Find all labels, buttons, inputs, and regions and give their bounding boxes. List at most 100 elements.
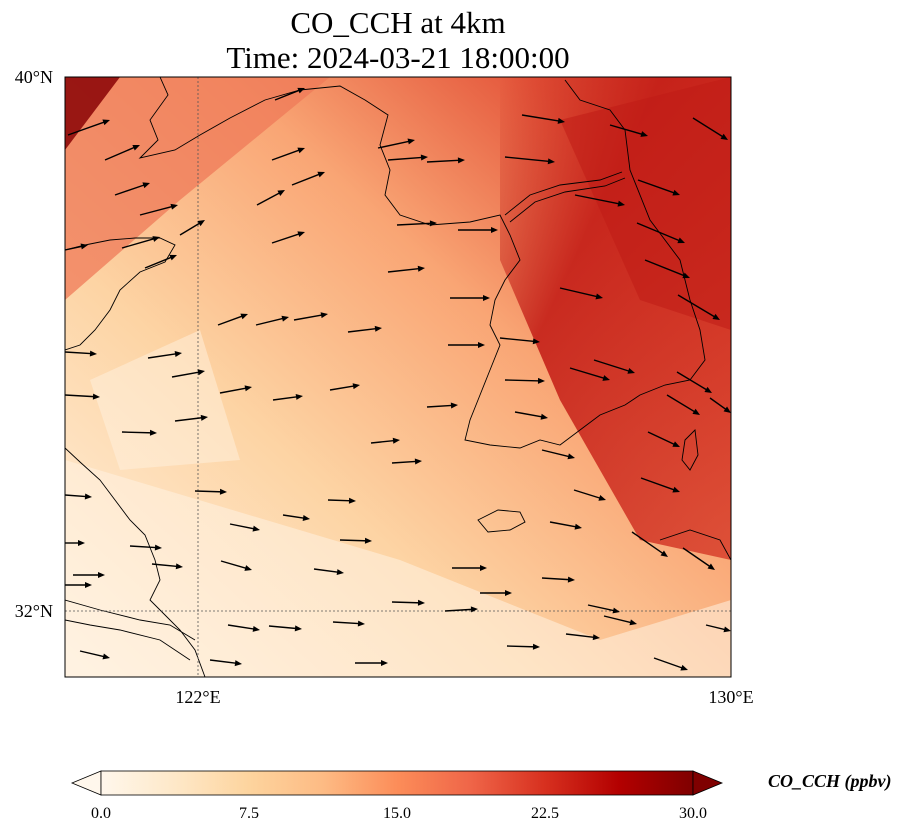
wind-vector-head xyxy=(720,133,728,140)
wind-vector-head xyxy=(592,634,600,641)
colorbar-tick-3: 22.5 xyxy=(531,805,559,822)
wind-vector-shaft xyxy=(653,657,685,670)
wind-vector-shaft xyxy=(574,194,622,205)
wind-vector-head xyxy=(491,227,498,233)
wind-vector-head xyxy=(617,200,625,207)
wind-vector-head xyxy=(170,203,178,210)
map-title-line-2: Time: 2024-03-21 18:00:00 xyxy=(226,40,570,75)
wind-vector-shaft xyxy=(593,359,632,373)
wind-vector-head xyxy=(244,565,252,571)
wind-vector-head xyxy=(89,350,97,357)
wind-vector-shaft xyxy=(174,416,204,422)
wind-vector-shaft xyxy=(121,237,157,249)
wind-vector-head xyxy=(302,515,310,521)
wind-vector-shaft xyxy=(64,245,85,251)
wind-vector-head xyxy=(357,620,365,627)
wind-vector-shaft xyxy=(104,146,137,161)
wind-vector-head xyxy=(240,313,248,320)
wind-vector-shaft xyxy=(227,624,256,631)
wind-vector-shaft xyxy=(147,352,178,359)
wind-vector-shaft xyxy=(271,148,302,161)
wind-vector-shaft xyxy=(692,117,725,139)
lon-label-130: 130°E xyxy=(708,687,754,707)
wind-vector-head xyxy=(677,237,685,244)
wind-vector-shaft xyxy=(506,645,536,648)
wind-vector-head xyxy=(84,493,92,500)
wind-vector-head xyxy=(595,293,603,300)
lon-label-122: 122°E xyxy=(175,687,221,707)
wind-vector-head xyxy=(244,385,252,392)
wind-vector-shaft xyxy=(637,179,677,195)
wind-vector-head xyxy=(149,429,157,436)
wind-vector-head xyxy=(417,265,425,272)
wind-vector-shaft xyxy=(268,625,298,630)
wind-vector-shaft xyxy=(129,545,158,549)
wind-vector-shaft xyxy=(291,172,322,186)
wind-vector-head xyxy=(682,272,690,279)
wind-vector-shaft xyxy=(220,560,249,570)
map-border xyxy=(64,76,732,678)
wind-vector-head xyxy=(200,414,208,421)
wind-vector-head xyxy=(567,453,575,460)
wind-vector-head xyxy=(234,660,242,667)
wind-vector-head xyxy=(197,369,205,376)
wind-vector-head xyxy=(602,375,610,381)
wind-vector-head xyxy=(537,377,545,384)
wind-vector-head xyxy=(704,386,712,393)
gridlines xyxy=(65,77,731,677)
wind-vector-shaft xyxy=(339,539,368,542)
wind-vector-shaft xyxy=(391,601,421,604)
wind-vector-head xyxy=(532,338,540,345)
wind-vector-shaft xyxy=(271,232,302,244)
wind-vector-head xyxy=(102,119,110,126)
wind-vector-shaft xyxy=(587,604,617,612)
wind-vector-head xyxy=(660,550,668,557)
wind-vector-head xyxy=(629,619,637,626)
concentration-field xyxy=(65,77,731,677)
wind-vector-shaft xyxy=(504,156,551,163)
map-title-line-1: CO_CCH at 4km xyxy=(290,5,506,40)
wind-vector-shaft xyxy=(370,439,396,444)
wind-vector-head xyxy=(612,607,620,614)
wind-vector-head xyxy=(470,606,478,613)
lat-label-40: 40°N xyxy=(14,67,53,87)
wind-vector-head xyxy=(252,625,260,632)
wind-vector-shaft xyxy=(609,124,645,136)
wind-vector-head xyxy=(480,565,487,571)
wind-vector-head xyxy=(281,315,289,322)
wind-vector-head xyxy=(297,231,305,238)
wind-vector-shaft xyxy=(444,608,474,612)
wind-vector-shaft xyxy=(565,633,596,639)
wind-vector-shaft xyxy=(504,379,541,382)
wind-vector-head xyxy=(414,458,422,465)
wind-vector-head xyxy=(640,131,648,137)
lat-label-32: 32°N xyxy=(14,601,53,621)
wind-vector-head xyxy=(374,325,382,332)
wind-vector-shaft xyxy=(229,523,257,530)
wind-vector-head xyxy=(392,437,400,444)
wind-vector-shaft xyxy=(272,395,299,401)
wind-vector-head xyxy=(627,368,635,374)
wind-vector-shaft xyxy=(255,317,286,326)
colorbar-tick-2: 15.0 xyxy=(383,805,411,822)
wind-vector-shaft xyxy=(194,490,223,493)
wind-vector-head xyxy=(420,154,428,161)
wind-vector-head xyxy=(317,171,325,178)
wind-vector-head xyxy=(707,563,715,570)
wind-vector-head xyxy=(567,576,575,583)
wind-vector-shaft xyxy=(426,404,454,408)
wind-vector-shaft xyxy=(636,222,682,243)
wind-vector-head xyxy=(297,87,305,94)
wind-vector-head xyxy=(132,145,140,151)
wind-vector-shaft xyxy=(387,267,421,273)
wind-vector-shaft xyxy=(666,394,697,414)
wind-vector-head xyxy=(142,182,150,189)
colorbar-tick-0: 0.0 xyxy=(91,805,111,822)
colorbar-extend-max xyxy=(692,770,724,796)
wind-vector-shaft xyxy=(144,255,174,269)
wind-vector-shaft xyxy=(64,394,96,398)
wind-vector-shaft xyxy=(67,120,107,136)
wind-vector-shaft xyxy=(541,449,572,458)
wind-vector-head xyxy=(407,138,415,145)
colorbar xyxy=(70,770,724,796)
